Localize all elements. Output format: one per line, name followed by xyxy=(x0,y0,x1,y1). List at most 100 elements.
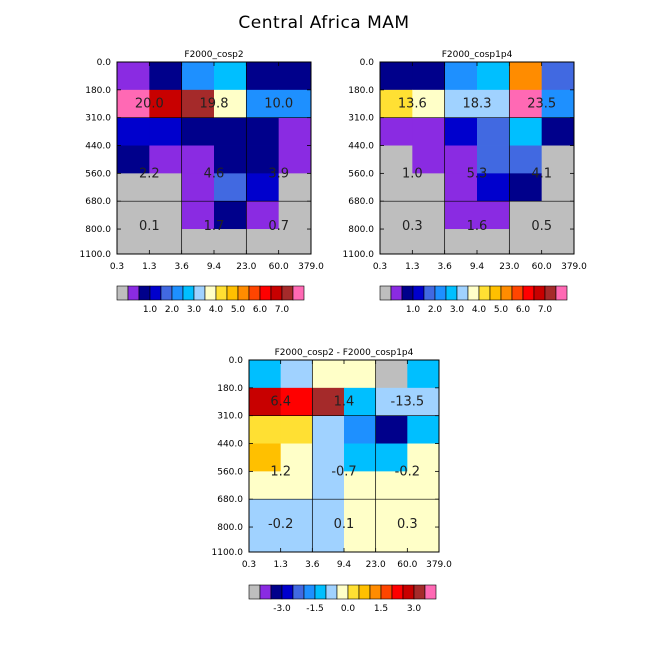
region-value-label: 0.3 xyxy=(397,517,418,532)
region-value-label: 6.4 xyxy=(270,394,291,409)
heatmap-cell xyxy=(149,117,183,146)
heatmap-cell xyxy=(117,62,150,91)
region-value-label: 0.5 xyxy=(531,219,552,234)
y-tick-label: 440.0 xyxy=(217,440,243,450)
region-value-label: -0.7 xyxy=(331,464,356,479)
region-value-label: 0.7 xyxy=(268,219,289,234)
heatmap-cell xyxy=(477,173,510,202)
colorbar-label: 3.0 xyxy=(407,604,422,614)
colorbar-swatch xyxy=(358,584,371,600)
colorbar-swatch xyxy=(281,584,294,600)
heatmap-panel-2: F2000_cosp1p4 0.0 180.0 310.0 440.0 560.0 680.… xyxy=(343,50,588,272)
region-value-label: 2.2 xyxy=(139,166,160,181)
x-tick-label: 379.0 xyxy=(426,560,452,570)
colorbar-swatch xyxy=(500,285,513,301)
x-tick-label: 3.6 xyxy=(175,262,190,272)
heatmap-cell xyxy=(280,360,313,389)
heatmap-cell xyxy=(246,62,280,91)
panel-title: F2000_cosp2 - F2000_cosp1p4 xyxy=(275,348,414,358)
heatmap-cell xyxy=(509,229,543,255)
heatmap-cell xyxy=(246,229,280,255)
heatmap-cell xyxy=(214,145,247,174)
heatmap-cell xyxy=(280,387,313,417)
x-tick-label: 9.4 xyxy=(337,560,352,570)
colorbar-swatch xyxy=(522,285,535,301)
x-tick-label: 1.3 xyxy=(142,262,156,272)
heatmap-cell xyxy=(280,499,313,528)
region-value-label: 20.0 xyxy=(135,96,164,111)
heatmap-cell xyxy=(380,62,413,91)
colorbar-label: 7.0 xyxy=(538,305,553,315)
heatmap-cell xyxy=(380,173,413,202)
x-tick-label: 60.0 xyxy=(532,262,552,272)
heatmap-cell xyxy=(541,145,575,174)
heatmap-cell xyxy=(280,415,313,444)
y-tick-label: 800.0 xyxy=(348,225,374,235)
colorbar-swatch xyxy=(391,584,404,600)
colorbar-swatch xyxy=(270,285,283,301)
colorbar-swatch xyxy=(226,285,239,301)
heatmap-cell xyxy=(444,145,478,174)
heatmap-cell xyxy=(149,201,183,230)
y-tick-label: 310.0 xyxy=(85,114,111,124)
colorbar-swatch xyxy=(270,584,283,600)
heatmap-cell xyxy=(280,471,313,500)
region-value-label: -13.5 xyxy=(391,394,425,409)
colorbar-swatch xyxy=(478,285,491,301)
colorbar-swatch xyxy=(533,285,546,301)
colorbar-label: 5.0 xyxy=(231,305,246,315)
colorbar-label: -1.5 xyxy=(306,604,324,614)
heatmap-cell xyxy=(181,201,215,230)
colorbar-swatch xyxy=(434,285,447,301)
heatmap-cell xyxy=(412,201,446,230)
colorbar-label: 0.0 xyxy=(341,604,356,614)
heatmap-cell xyxy=(375,360,408,389)
heatmap-cell xyxy=(509,89,543,119)
heatmap-cell xyxy=(380,117,413,146)
heatmap-cell xyxy=(477,62,510,91)
y-tick-label: 310.0 xyxy=(217,412,243,422)
colorbar-label: 5.0 xyxy=(494,305,509,315)
heatmap-cell xyxy=(407,387,440,417)
x-tick-label: 23.0 xyxy=(366,560,386,570)
heatmap-cell xyxy=(407,360,440,389)
heatmap-cell xyxy=(149,62,183,91)
heatmap-cell xyxy=(541,62,575,91)
colorbar-swatch xyxy=(424,584,437,600)
heatmap-cell xyxy=(477,201,510,230)
x-tick-label: 0.3 xyxy=(242,560,256,570)
panel-title: F2000_cosp2 xyxy=(184,50,243,60)
colorbar-swatch xyxy=(215,285,228,301)
heatmap-cell xyxy=(312,415,345,444)
heatmap-cell xyxy=(117,229,150,255)
x-tick-label: 0.3 xyxy=(110,262,124,272)
heatmap-cell xyxy=(477,89,510,119)
y-tick-label: 680.0 xyxy=(85,197,111,207)
colorbar-swatch xyxy=(314,584,327,600)
heatmap-cell xyxy=(541,173,575,202)
heatmap-cell xyxy=(246,117,280,146)
colorbar-label: 6.0 xyxy=(516,305,531,315)
heatmap-cell xyxy=(412,62,446,91)
heatmap-cell xyxy=(412,229,446,255)
heatmap-cell xyxy=(181,62,215,91)
colorbar-swatch xyxy=(281,285,294,301)
colorbar-swatch xyxy=(325,584,338,600)
heatmap-cell xyxy=(344,387,377,417)
colorbar-swatch xyxy=(401,285,414,301)
heatmap-cell xyxy=(149,229,183,255)
heatmap-cell xyxy=(344,471,377,500)
heatmap-cell xyxy=(214,201,247,230)
colorbar-swatch xyxy=(204,285,217,301)
colorbar-swatch xyxy=(390,285,403,301)
heatmap-cell xyxy=(278,89,312,119)
heatmap-cell xyxy=(249,443,282,472)
heatmap-cell xyxy=(214,117,247,146)
heatmap-cell xyxy=(412,173,446,202)
heatmap-cell xyxy=(380,201,413,230)
region-value-label: 1.2 xyxy=(270,464,291,479)
colorbar-swatch xyxy=(149,285,162,301)
colorbar-swatch xyxy=(544,285,557,301)
heatmap-cell xyxy=(246,89,280,119)
